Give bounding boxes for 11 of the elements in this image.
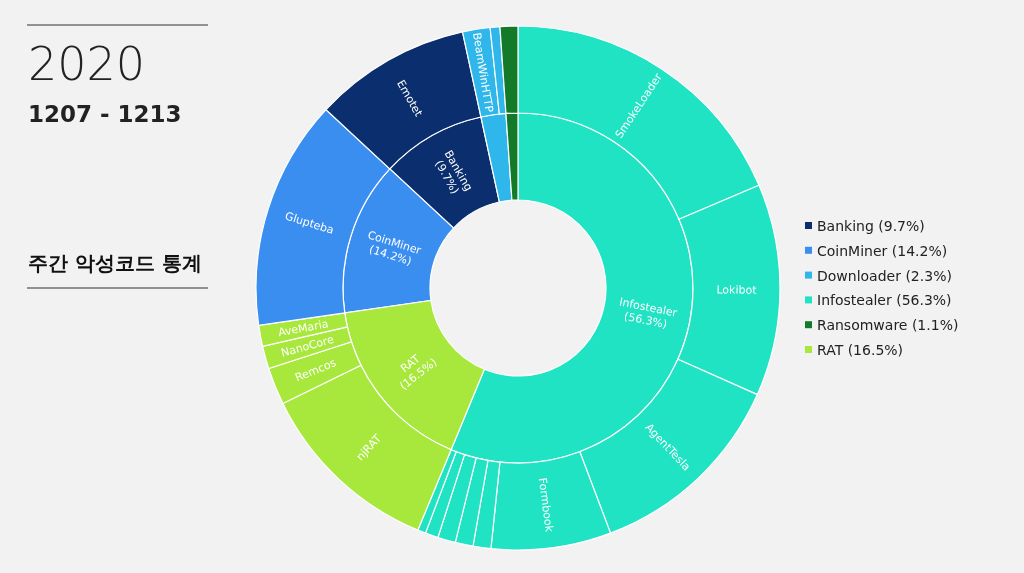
chart-title: 2020 [28, 37, 146, 91]
text: 1207 - 1213 [28, 101, 182, 127]
legend-label: Infostealer (56.3%) [817, 292, 952, 309]
slice-label: Formbook [535, 476, 556, 534]
text: 주간 악성코드 통계 [28, 251, 202, 275]
legend-label: CoinMiner (14.2%) [817, 242, 948, 259]
slice-label: Lokibot [716, 283, 758, 297]
legend-label: RAT (16.5%) [817, 341, 904, 358]
legend-label: Banking (9.7%) [817, 217, 925, 234]
legend-label: Ransomware (1.1%) [817, 317, 959, 334]
legend-label: Downloader (2.3%) [817, 267, 952, 284]
